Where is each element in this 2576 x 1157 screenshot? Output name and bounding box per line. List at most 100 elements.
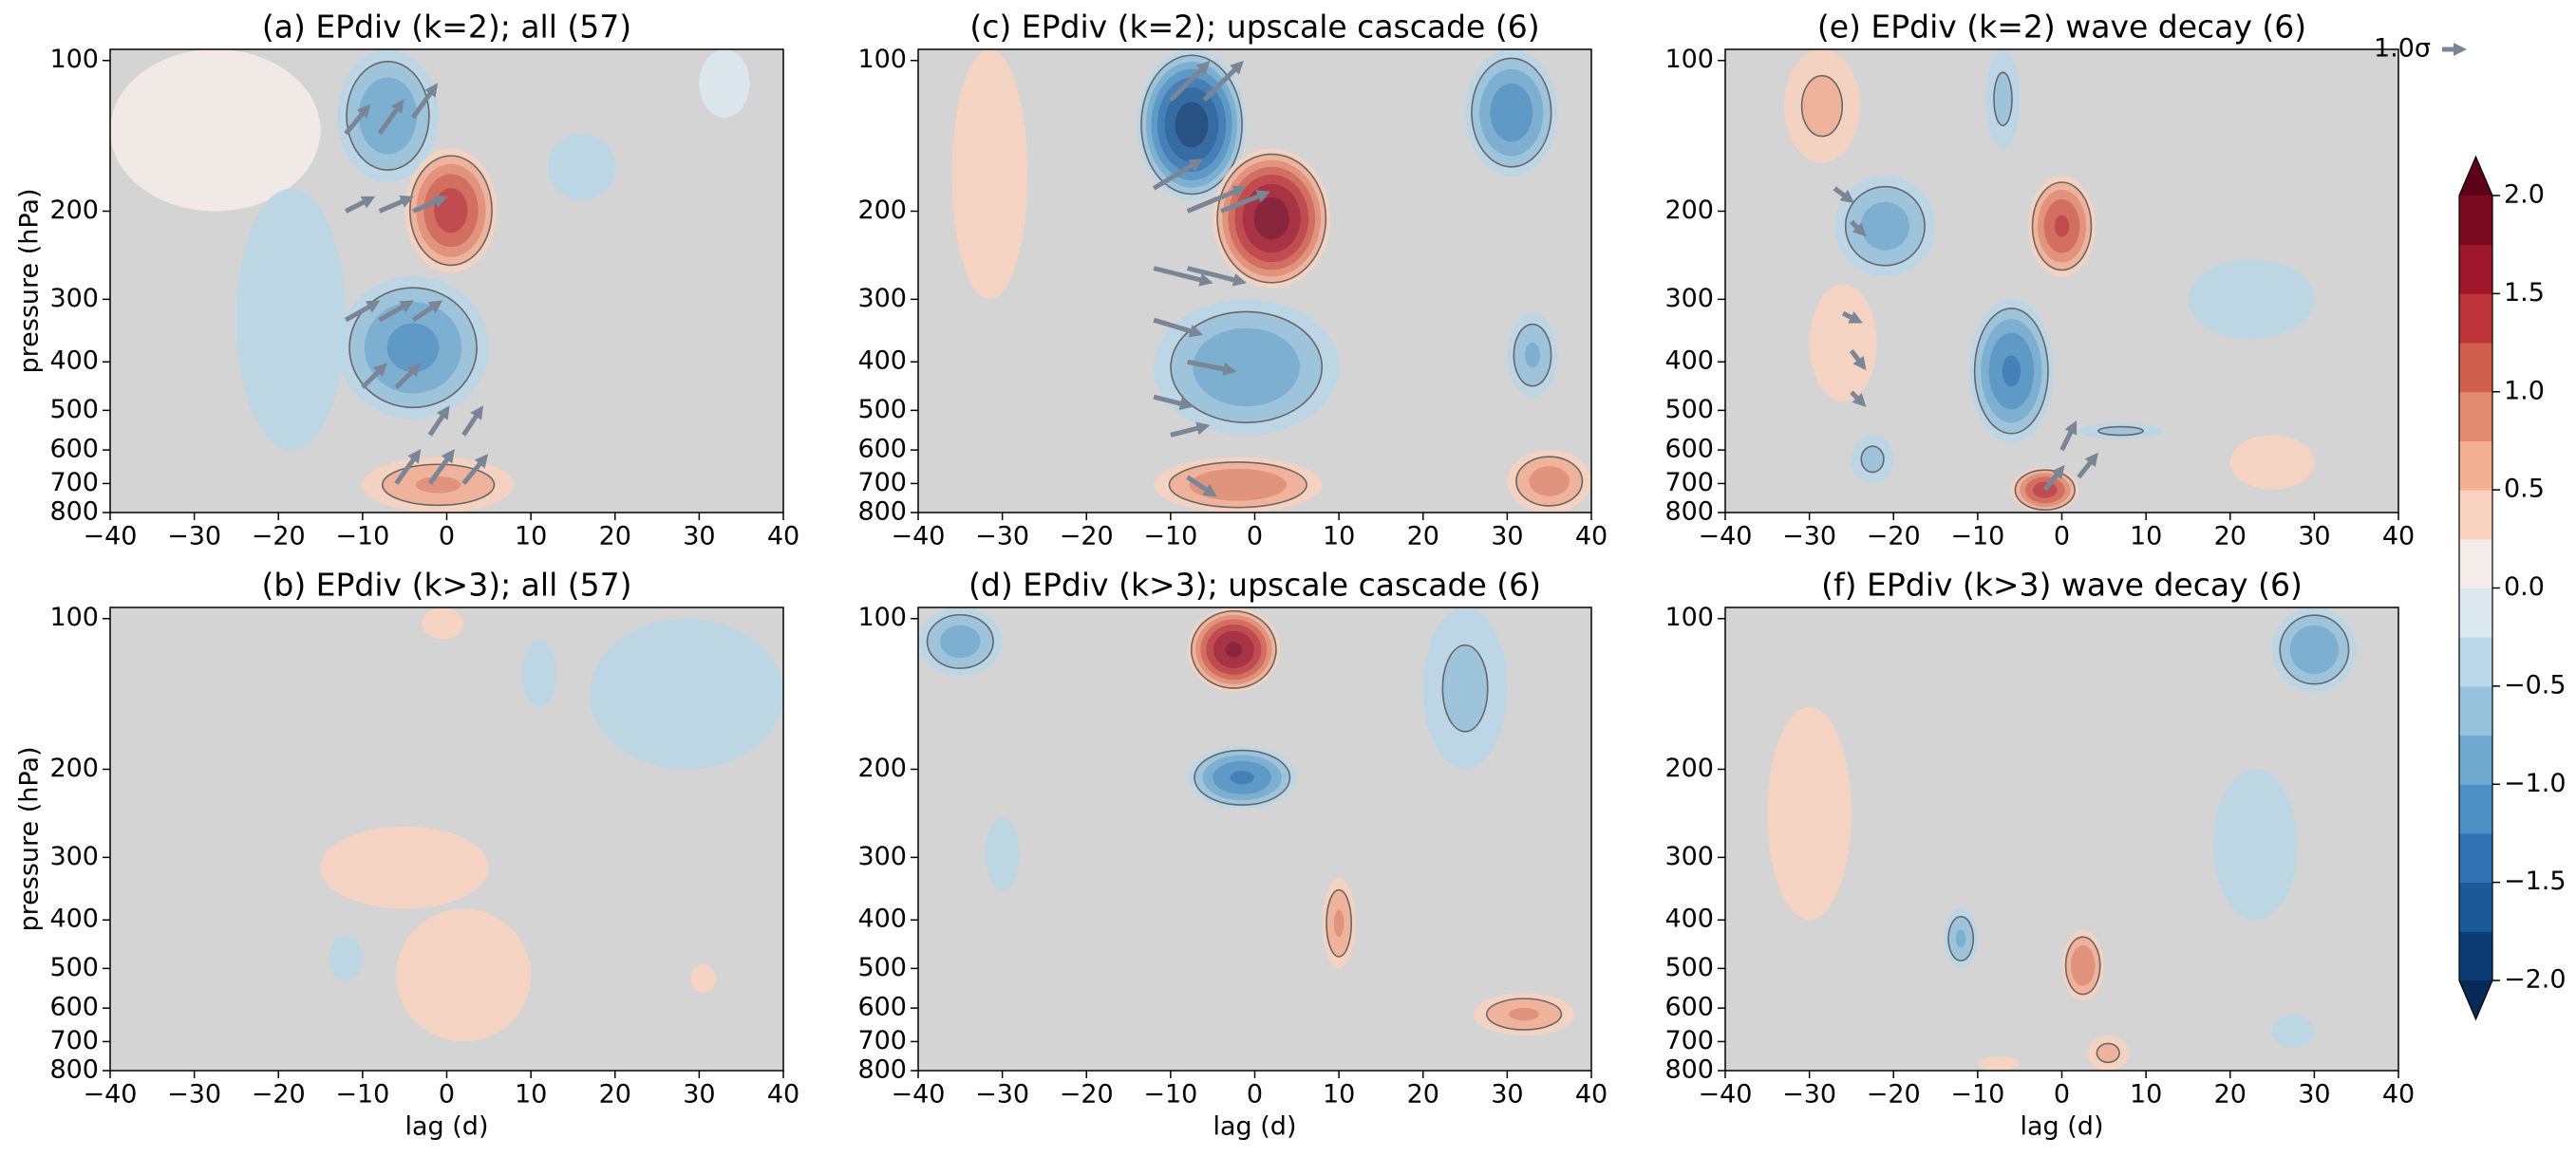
anomaly <box>404 148 498 272</box>
anomaly <box>2229 435 2315 490</box>
y-tick-label: 700 <box>1664 1026 1714 1055</box>
y-tick-label: 200 <box>49 754 99 783</box>
contour-level <box>329 935 363 981</box>
x-tick-label: 30 <box>683 1080 715 1110</box>
y-tick-label: 100 <box>49 603 99 632</box>
anomaly <box>1944 908 1978 969</box>
x-tick-label: −30 <box>975 1080 1029 1110</box>
anomaly <box>1784 49 1860 163</box>
y-tick-label: 100 <box>49 45 99 74</box>
contour-level <box>985 817 1020 891</box>
contour-level <box>590 618 783 770</box>
x-tick-label: 40 <box>767 522 799 551</box>
contour-level <box>1524 342 1540 368</box>
y-tick-label: 100 <box>857 45 907 74</box>
x-tick-label: 10 <box>1323 522 1355 551</box>
contour-level <box>1490 84 1533 142</box>
anomaly <box>1985 49 2021 149</box>
y-tick-label: 700 <box>857 1026 907 1055</box>
y-tick-label: 400 <box>1664 346 1714 376</box>
anomaly <box>2272 607 2357 692</box>
flux-arrow <box>1202 60 1244 103</box>
anomaly <box>337 276 489 420</box>
anomaly <box>1834 176 1936 277</box>
anomaly <box>362 457 515 513</box>
colorbar-bin <box>2459 832 2492 884</box>
x-tick-label: −20 <box>1060 1080 1114 1110</box>
anomaly <box>1473 993 1575 1036</box>
x-tick-label: −30 <box>1782 522 1836 551</box>
flux-arrow <box>1850 219 1867 237</box>
x-tick-label: −30 <box>167 1080 221 1110</box>
y-tick-label: 800 <box>49 497 99 527</box>
panel <box>110 607 783 1071</box>
y-tick-label: 800 <box>1664 497 1714 527</box>
anomaly <box>2078 422 2163 439</box>
contour-level <box>386 323 440 373</box>
anomaly <box>1154 457 1323 513</box>
y-tick-label: 600 <box>857 435 907 464</box>
x-tick-label: 30 <box>1491 1080 1523 1110</box>
contour-level <box>1955 929 1966 948</box>
contour-level <box>2289 625 2339 675</box>
panel <box>1725 607 2398 1071</box>
panel <box>1725 49 2398 513</box>
anomaly <box>421 607 464 640</box>
x-tick-label: −20 <box>1867 522 1921 551</box>
contour-level <box>2096 1042 2120 1064</box>
x-tick-label: −10 <box>1143 1080 1197 1110</box>
contour-level <box>2002 355 2021 387</box>
contour-level <box>1860 201 1909 251</box>
panel-title: (b) EPdiv (k>3); all (57) <box>262 567 632 604</box>
contour-level <box>320 826 489 909</box>
colorbar-tick-label: 1.5 <box>2504 278 2545 308</box>
x-tick-label: −20 <box>252 1080 306 1110</box>
anomaly <box>1187 746 1297 810</box>
flux-arrow <box>1170 421 1211 438</box>
contour-level <box>1225 642 1243 658</box>
anomaly <box>690 963 717 994</box>
y-tick-label: 600 <box>1664 435 1714 464</box>
anomaly <box>2087 1035 2130 1071</box>
contour-level <box>1509 1007 1540 1021</box>
flux-arrow <box>427 449 455 485</box>
quiver-key-arrow <box>2442 43 2467 56</box>
flux-arrow <box>2059 420 2078 452</box>
contour-level <box>547 133 615 200</box>
y-tick-label: 600 <box>857 993 907 1022</box>
x-tick-label: −10 <box>1950 522 2004 551</box>
anomaly <box>1422 607 1508 770</box>
flux-arrow <box>378 196 414 214</box>
x-tick-label: −30 <box>1782 1080 1836 1110</box>
contour-level <box>1189 468 1287 501</box>
x-tick-label: −40 <box>1699 1080 1753 1110</box>
y-tick-label: 400 <box>1664 905 1714 934</box>
flux-arrow <box>378 300 414 323</box>
colorbar-bin <box>2459 784 2492 834</box>
y-tick-label: 500 <box>1664 953 1714 982</box>
contour-level <box>940 625 981 659</box>
contour-level <box>2188 259 2315 340</box>
anomaly <box>2011 467 2079 513</box>
flux-arrow <box>1849 349 1867 371</box>
contour-level <box>2272 1015 2315 1048</box>
panel-title: (c) EPdiv (k=2); upscale cascade (6) <box>969 9 1539 46</box>
y-tick-label: 200 <box>857 754 907 783</box>
colorbar-bin <box>2459 931 2492 981</box>
colorbar-bin <box>2459 343 2492 393</box>
y-tick-label: 100 <box>1664 45 1714 74</box>
anomaly <box>1187 607 1281 692</box>
colorbar-bin <box>2459 196 2492 246</box>
flux-arrow <box>411 300 443 323</box>
y-tick-label: 400 <box>857 346 907 376</box>
anomaly <box>320 826 489 909</box>
y-tick-label: 300 <box>1664 842 1714 871</box>
x-tick-label: −10 <box>1143 522 1197 551</box>
x-tick-label: 20 <box>2214 1080 2247 1110</box>
x-tick-label: −40 <box>892 522 946 551</box>
y-tick-label: 300 <box>1664 284 1714 313</box>
x-tick-label: −30 <box>167 522 221 551</box>
y-tick-label: 200 <box>857 196 907 225</box>
x-axis-label: lag (d) <box>405 1112 489 1142</box>
